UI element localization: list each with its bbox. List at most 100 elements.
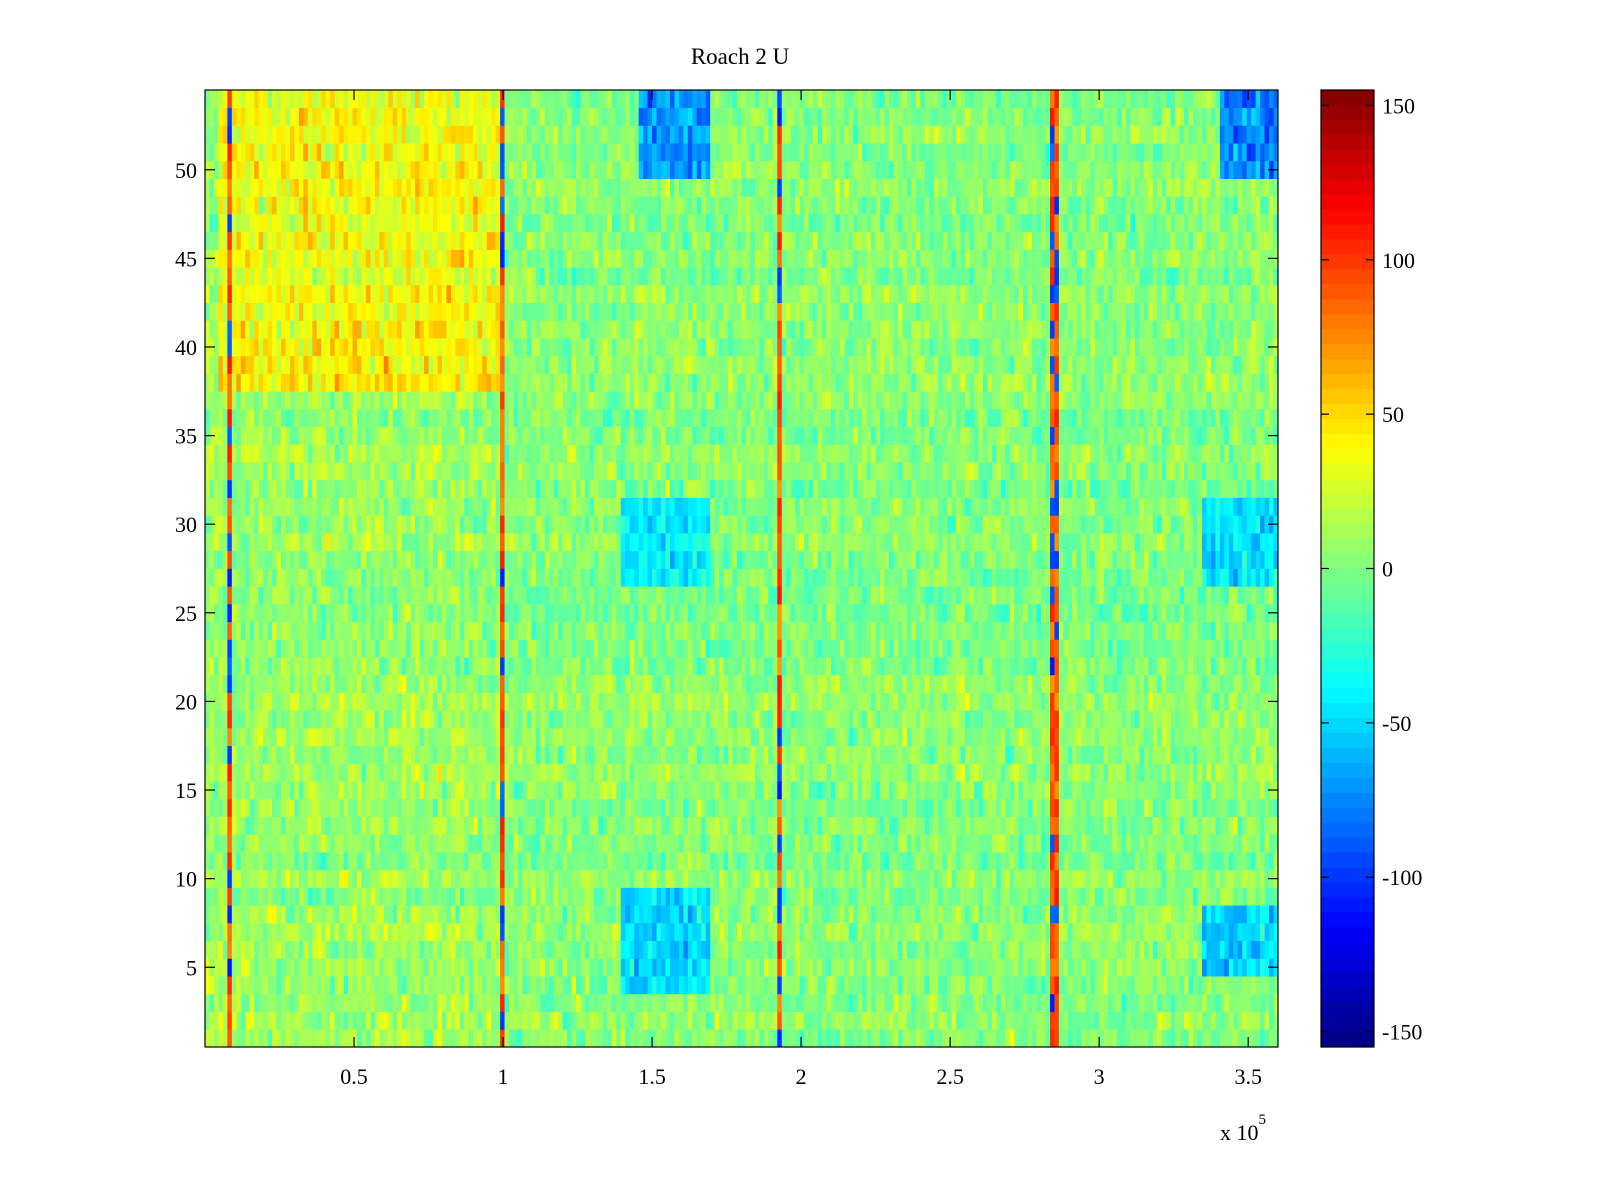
heatmap-cell [754, 674, 760, 693]
heatmap-cell [830, 816, 836, 835]
heatmap-cell [669, 763, 675, 782]
heatmap-cell [459, 763, 465, 782]
heatmap-cell [441, 692, 447, 711]
heatmap-cell [844, 940, 850, 959]
heatmap-cell [674, 798, 680, 817]
heatmap-cell [951, 728, 957, 747]
heatmap-cell [661, 674, 666, 693]
heatmap-cell [781, 674, 787, 693]
heatmap-cell [258, 763, 264, 782]
heatmap-cell [862, 1011, 868, 1030]
heatmap-cell [424, 798, 429, 817]
heatmap-cell [576, 993, 581, 1012]
heatmap-cell [441, 763, 447, 782]
heatmap-cell [1108, 1011, 1113, 1030]
heatmap-cell [245, 993, 251, 1012]
heatmap-cell [710, 710, 716, 729]
heatmap-cell [231, 976, 237, 995]
heatmap-cell [410, 976, 416, 995]
heatmap-cell [562, 816, 568, 835]
heatmap-cell [835, 1029, 841, 1048]
heatmap-cell [848, 781, 854, 800]
heatmap-cell [656, 728, 662, 747]
heatmap-cell [231, 852, 237, 871]
heatmap-cell [526, 993, 532, 1012]
heatmap-cell [1076, 763, 1082, 782]
heatmap-cell [495, 798, 501, 817]
heatmap-cell [745, 887, 751, 906]
heatmap-cell [1143, 905, 1149, 924]
heatmap-cell [419, 869, 425, 888]
heatmap-cell [728, 710, 733, 729]
heatmap-cell [616, 887, 622, 906]
heatmap-cell [902, 763, 908, 782]
heatmap-cell [920, 922, 926, 942]
heatmap-cell [482, 1011, 488, 1030]
heatmap-cell [1269, 798, 1274, 817]
heatmap-cell [754, 763, 760, 782]
heatmap-cell [817, 852, 823, 871]
heatmap-cell [1224, 1011, 1230, 1030]
heatmap-cell [1152, 798, 1158, 817]
heatmap-cell [969, 852, 975, 871]
heatmap-cell [880, 976, 885, 995]
heatmap-cell [701, 887, 707, 906]
heatmap-cell [1045, 781, 1051, 800]
heatmap-cell [915, 905, 921, 924]
heatmap-cell [397, 781, 403, 800]
heatmap-cell [1103, 958, 1109, 977]
heatmap-cell [911, 798, 917, 817]
heatmap-cell [620, 692, 626, 711]
heatmap-cell [1117, 852, 1122, 871]
heatmap-cell [973, 958, 979, 977]
heatmap-cell [491, 1011, 496, 1030]
heatmap-cell [352, 834, 358, 853]
heatmap-cell [544, 816, 550, 835]
heatmap-cell [361, 763, 367, 782]
heatmap-cell [1125, 940, 1131, 959]
heatmap-cell [285, 692, 291, 711]
heatmap-cell [848, 940, 854, 959]
heatmap-cell [316, 781, 322, 800]
heatmap-cell [813, 692, 818, 711]
heatmap-cell [1054, 940, 1060, 959]
heatmap-cell [1206, 692, 1212, 711]
heatmap-cell [826, 993, 832, 1012]
heatmap-cell [911, 976, 917, 995]
heatmap-cell [464, 905, 470, 924]
heatmap-cell [482, 993, 488, 1012]
heatmap-cell [947, 869, 952, 888]
heatmap-cell [947, 674, 952, 693]
heatmap-cell [1054, 958, 1060, 977]
heatmap-cell [388, 1029, 394, 1048]
heatmap-cell [249, 674, 255, 693]
heatmap-cell [1170, 993, 1176, 1012]
heatmap-cell [205, 887, 210, 906]
heatmap-cell [571, 852, 577, 871]
heatmap-cell [285, 976, 291, 995]
heatmap-cell [289, 887, 295, 906]
heatmap-cell [205, 1029, 210, 1048]
heatmap-cell [893, 816, 899, 835]
heatmap-cell [374, 816, 380, 835]
heatmap-cell [558, 692, 564, 711]
heatmap-cell [281, 816, 286, 835]
heatmap-cell [911, 710, 917, 729]
heatmap-cell [982, 728, 988, 747]
heatmap-cell [1255, 710, 1261, 729]
heatmap-cell [696, 728, 702, 747]
heatmap-cell [486, 993, 492, 1012]
heatmap-cell [567, 852, 572, 871]
heatmap-cell [804, 692, 809, 711]
heatmap-cell [477, 692, 483, 711]
heatmap-cell [272, 710, 277, 729]
heatmap-cell [759, 887, 765, 906]
heatmap-cell [441, 887, 447, 906]
heatmap-cell [790, 958, 796, 977]
heatmap-cell [804, 728, 809, 747]
heatmap-cell [513, 745, 519, 764]
heatmap-cell [227, 692, 233, 711]
heatmap-cell [960, 1011, 966, 1030]
heatmap-cell [517, 958, 523, 977]
heatmap-cell [884, 940, 890, 959]
